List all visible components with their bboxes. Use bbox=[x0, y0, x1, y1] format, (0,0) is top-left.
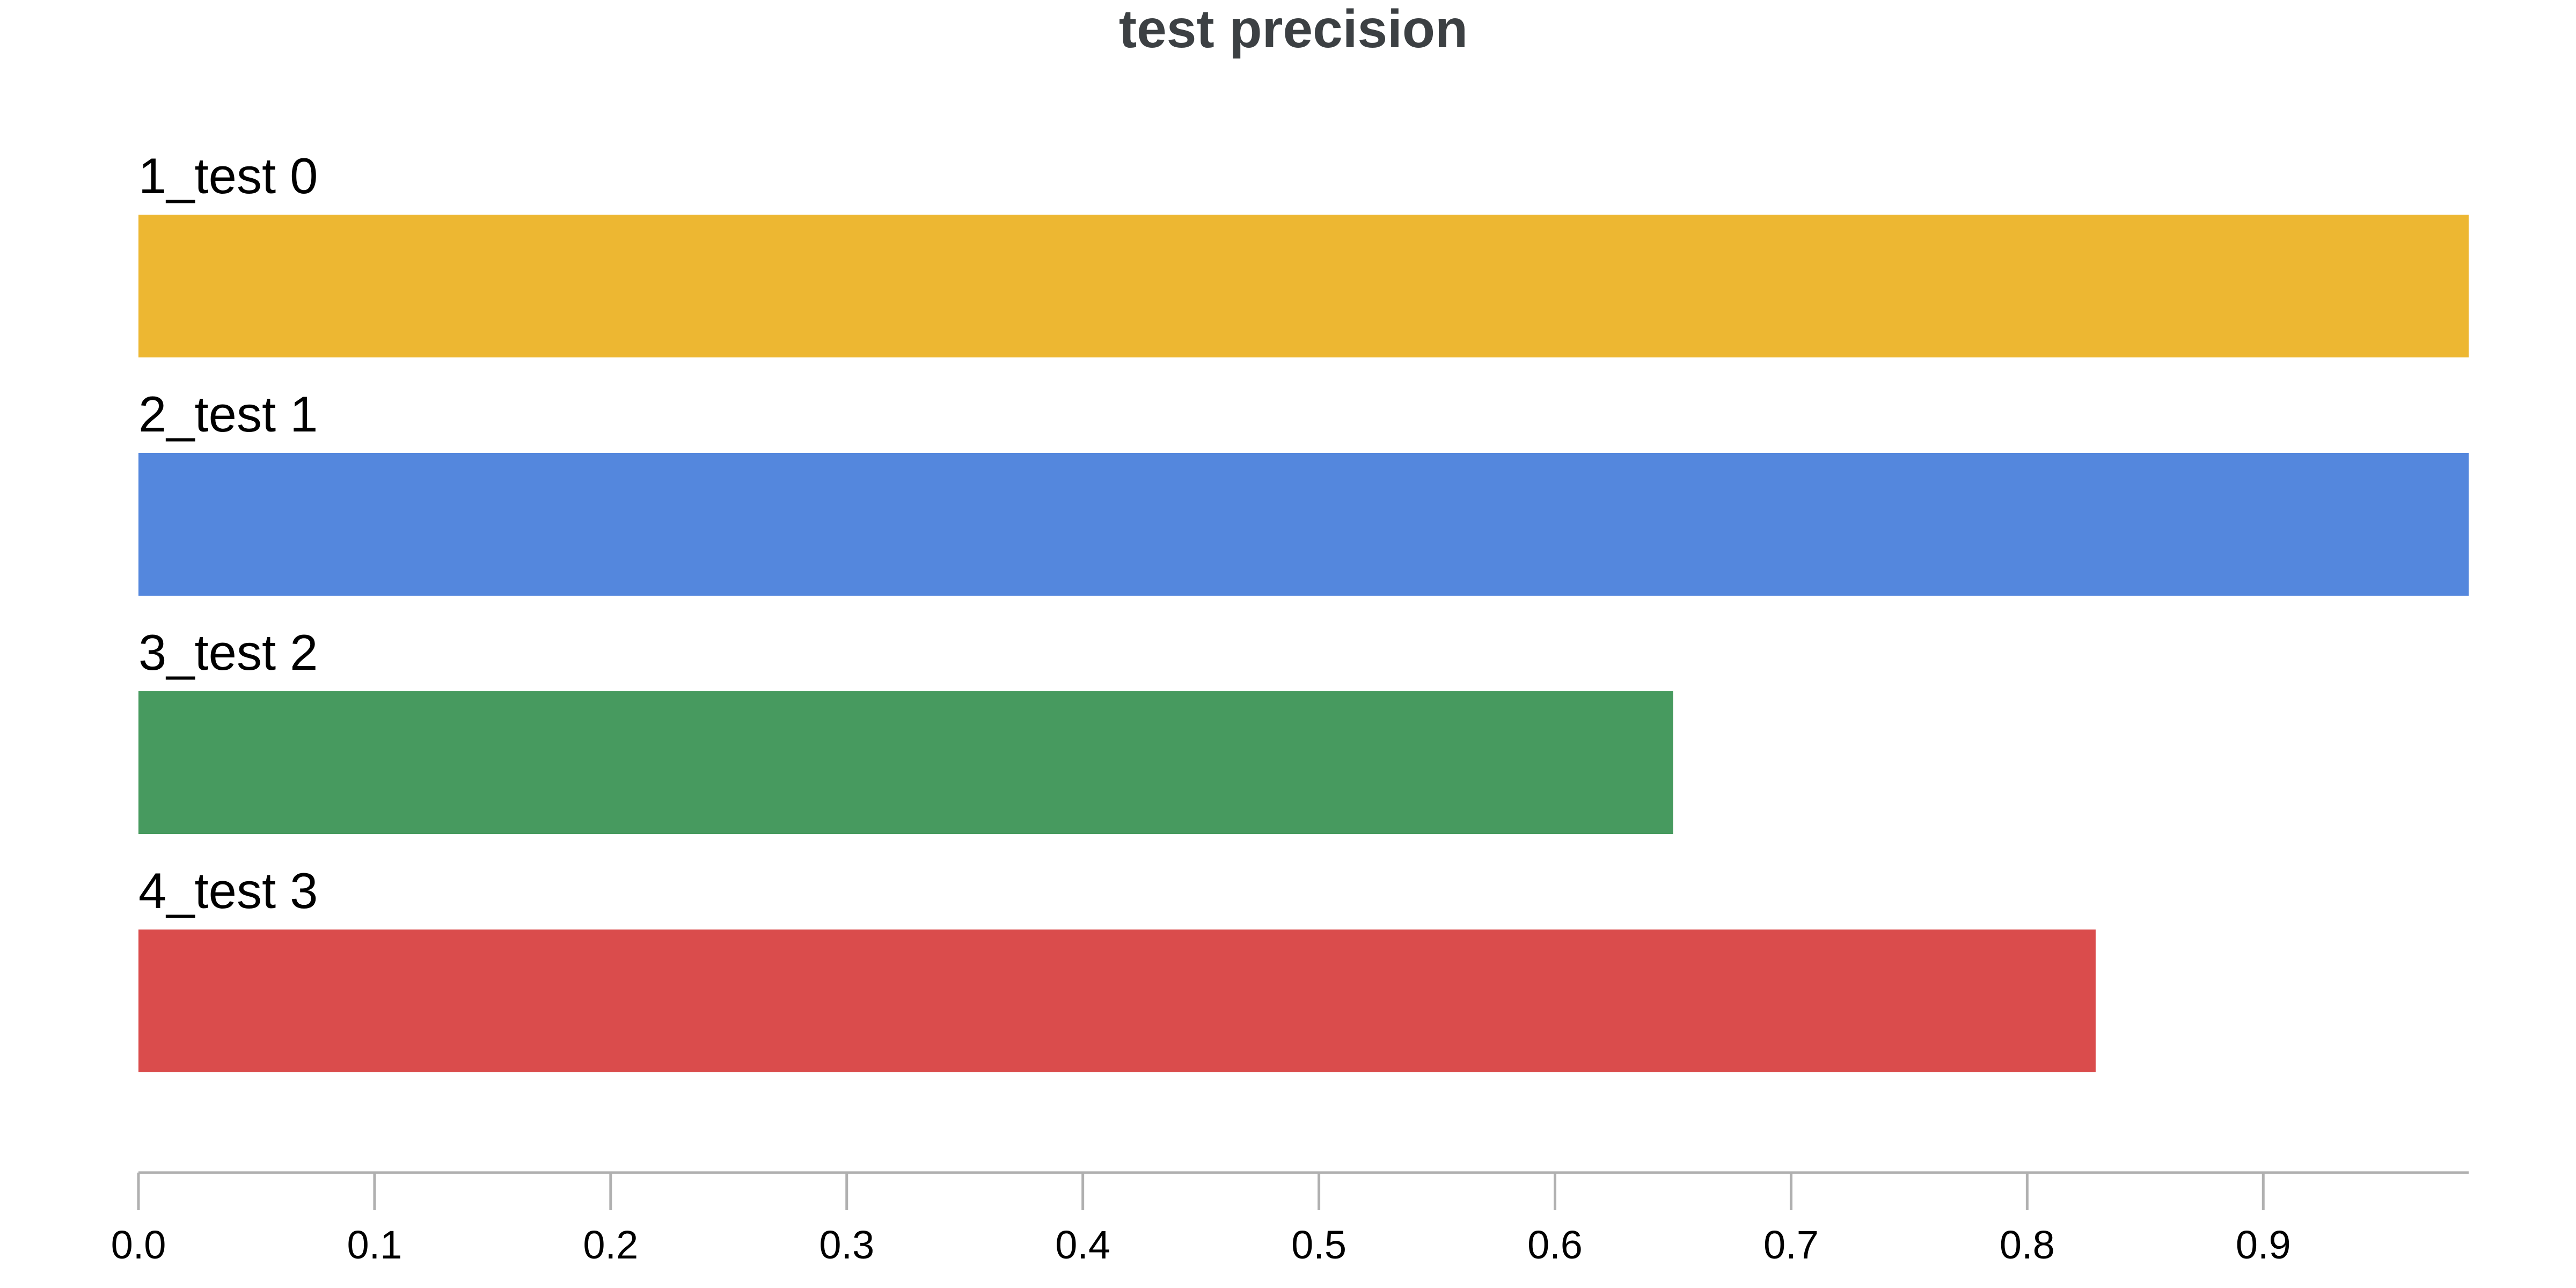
bar-4 bbox=[138, 930, 2096, 1072]
bars-layer: 1_test 0 2_test 1 3_test 2 4_test 3 bbox=[138, 148, 2469, 1072]
bar-label-2: 2_test 1 bbox=[138, 386, 318, 442]
x-axis: 0.0 0.1 0.2 0.3 0.4 0.5 0.6 0.7 0.8 0.9 bbox=[111, 1171, 2469, 1267]
x-tick-label-7: 0.7 bbox=[1763, 1223, 1819, 1267]
bar-label-3: 3_test 2 bbox=[138, 624, 318, 680]
bar-1 bbox=[138, 215, 2469, 357]
x-tick-label-3: 0.3 bbox=[819, 1223, 874, 1267]
x-tick-label-8: 0.8 bbox=[2000, 1223, 2055, 1267]
bar-label-1: 1_test 0 bbox=[138, 148, 318, 204]
x-tick-label-2: 0.2 bbox=[583, 1223, 638, 1267]
chart-title: test precision bbox=[1119, 0, 1468, 59]
x-tick-label-1: 0.1 bbox=[347, 1223, 402, 1267]
x-tick-label-5: 0.5 bbox=[1291, 1223, 1346, 1267]
bar-2 bbox=[138, 453, 2469, 596]
x-tick-label-4: 0.4 bbox=[1055, 1223, 1110, 1267]
bar-3 bbox=[138, 691, 1673, 834]
x-tick-label-9: 0.9 bbox=[2236, 1223, 2291, 1267]
x-tick-label-6: 0.6 bbox=[1527, 1223, 1583, 1267]
bar-label-4: 4_test 3 bbox=[138, 862, 318, 919]
x-tick-label-0: 0.0 bbox=[111, 1223, 166, 1267]
